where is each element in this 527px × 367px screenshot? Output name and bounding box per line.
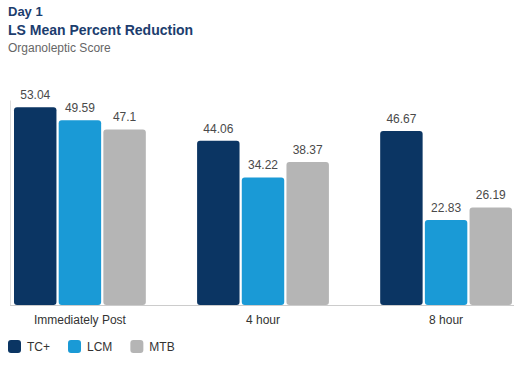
x-tick-label: Immediately Post: [34, 313, 127, 327]
bar: [197, 141, 239, 305]
legend-swatch: [68, 340, 81, 353]
bar: [242, 177, 284, 305]
y-axis-line: [10, 101, 11, 306]
legend-item: MTB: [130, 340, 174, 354]
subtitle: LS Mean Percent Reduction: [8, 22, 193, 38]
x-tick: Immediately Post: [34, 305, 127, 327]
data-labels: 53.04 44.06 46.67 49.59 34.22 22.83 47.1 38.37 2…: [20, 88, 506, 215]
bar: [59, 120, 101, 305]
bar: [425, 220, 467, 305]
x-tick: 8 hour: [429, 305, 463, 327]
legend-swatch: [130, 340, 143, 353]
data-label: 47.1: [113, 110, 137, 124]
x-axis: Immediately Post 4 hour 8 hour: [10, 305, 514, 327]
x-axis-line: [10, 305, 514, 306]
y-axis-title: Organoleptic Score: [8, 41, 111, 55]
bar: [103, 129, 145, 305]
x-tick-label: 4 hour: [246, 313, 280, 327]
title: Day 1: [8, 4, 43, 19]
chart: Day 1 LS Mean Percent Reduction Organolept…: [0, 0, 527, 367]
legend-swatch: [8, 340, 21, 353]
data-label: 53.04: [20, 88, 50, 102]
legend-item: LCM: [68, 340, 112, 354]
y-axis: [10, 101, 11, 306]
bar: [286, 162, 328, 305]
data-label: 26.19: [476, 188, 506, 202]
legend-label: LCM: [87, 340, 112, 354]
legend-label: TC+: [27, 340, 50, 354]
data-label: 46.67: [386, 112, 416, 126]
bar: [470, 207, 512, 305]
x-tick: 4 hour: [246, 305, 280, 327]
data-label: 34.22: [248, 158, 278, 172]
legend-label: MTB: [149, 340, 174, 354]
data-label: 49.59: [65, 101, 95, 115]
legend: TC+ LCM MTB: [8, 340, 175, 354]
data-label: 38.37: [293, 143, 323, 157]
x-tick-label: 8 hour: [429, 313, 463, 327]
bars: [14, 107, 512, 305]
legend-item: TC+: [8, 340, 50, 354]
data-label: 44.06: [203, 122, 233, 136]
bar: [380, 131, 422, 305]
bar: [14, 107, 56, 305]
data-label: 22.83: [431, 201, 461, 215]
